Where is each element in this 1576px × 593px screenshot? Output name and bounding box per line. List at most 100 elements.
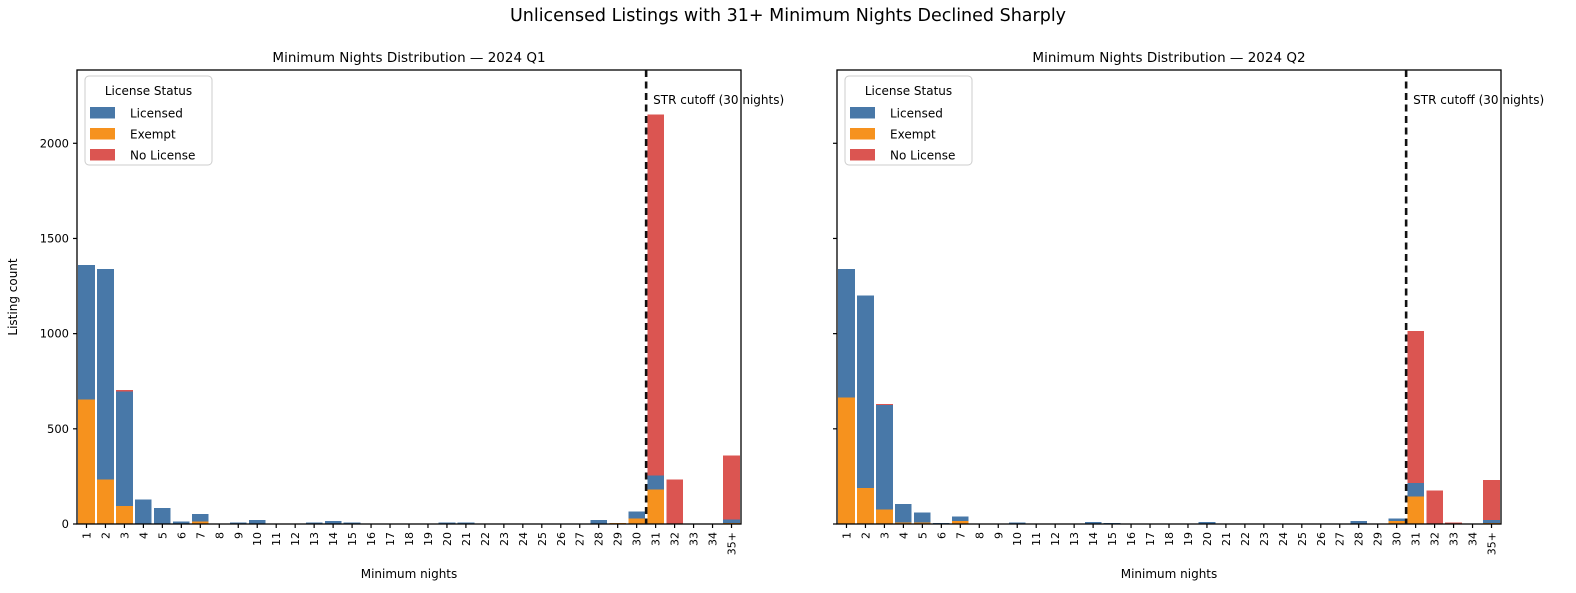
x-tick-label: 26 <box>1315 532 1328 546</box>
bar-segment-licensed <box>876 405 893 510</box>
bar-segment-licensed <box>324 521 342 524</box>
x-tick-label: 35+ <box>1486 532 1499 555</box>
bar-segment-licensed <box>1483 520 1500 524</box>
x-tick-label: 19 <box>422 532 435 546</box>
x-tick-label: 16 <box>1125 532 1138 546</box>
x-tick-label: 25 <box>536 532 549 546</box>
x-tick-label: 10 <box>1011 532 1024 546</box>
bar-segment-licensed <box>951 516 969 522</box>
x-tick-label: 29 <box>1372 532 1385 546</box>
bar-segment-licensed <box>723 519 740 524</box>
legend-label: Licensed <box>890 107 943 121</box>
x-tick-label: 9 <box>232 532 245 539</box>
x-tick-label: 3 <box>118 532 131 539</box>
x-tick-label: 34 <box>1467 532 1480 546</box>
x-tick-label: 5 <box>916 532 929 539</box>
bar-segment-exempt <box>895 522 912 524</box>
x-tick-label: 20 <box>441 532 454 546</box>
bar-segment-licensed <box>191 513 209 522</box>
x-tick-label: 15 <box>1106 532 1119 546</box>
bar-segment-licensed <box>838 268 855 398</box>
x-tick-label: 27 <box>574 532 587 546</box>
cutoff-annotation: STR cutoff (30 nights) <box>1413 93 1544 107</box>
x-tick-label: 32 <box>669 532 682 546</box>
legend-label: Licensed <box>130 107 183 121</box>
x-tick-label: 15 <box>346 532 359 546</box>
cutoff-annotation: STR cutoff (30 nights) <box>653 93 784 107</box>
bar-segment-licensed <box>914 512 931 523</box>
x-tick-label: 25 <box>1296 532 1309 546</box>
x-tick-label: 5 <box>156 532 169 539</box>
legend-swatch-no-license <box>850 149 875 161</box>
bar-segment-no-license <box>876 404 893 406</box>
legend-swatch-exempt <box>850 128 875 140</box>
x-tick-label: 16 <box>365 532 378 546</box>
x-tick-label: 14 <box>327 532 340 546</box>
bar-segment-exempt <box>838 397 855 524</box>
x-tick-label: 9 <box>992 532 1005 539</box>
x-tick-label: 14 <box>1087 532 1100 546</box>
bar-segment-licensed <box>154 507 171 524</box>
legend-label: Exempt <box>890 128 936 142</box>
bar-segment-licensed <box>457 522 475 524</box>
x-tick-label: 6 <box>175 532 188 539</box>
legend: License Status Licensed Exempt No License <box>844 75 973 166</box>
x-tick-label: 22 <box>1239 532 1252 546</box>
x-tick-label: 21 <box>460 532 473 546</box>
x-tick-label: 13 <box>308 532 321 546</box>
x-tick-label: 26 <box>555 532 568 546</box>
bar-segment-licensed <box>590 520 608 524</box>
bar-segment-licensed <box>1388 518 1405 522</box>
bar-segment-licensed <box>135 499 152 524</box>
bar-segment-licensed <box>647 475 664 490</box>
bar-segment-exempt <box>647 489 664 524</box>
x-tick-label: 34 <box>707 532 720 546</box>
x-tick-label: 4 <box>897 532 910 539</box>
bar-segment-exempt <box>97 479 114 524</box>
x-tick-label: 18 <box>1163 532 1176 546</box>
x-tick-label: 12 <box>1049 532 1062 546</box>
legend-label: Exempt <box>130 128 176 142</box>
x-tick-label: 29 <box>612 532 625 546</box>
x-tick-label: 28 <box>1353 532 1366 546</box>
legend-swatch-licensed <box>90 107 115 119</box>
bar-segment-licensed <box>857 295 874 488</box>
bar-segment-exempt <box>951 521 969 524</box>
x-tick-label: 3 <box>878 532 891 539</box>
bar-segment-no-license <box>1407 330 1424 484</box>
bar-segment-licensed <box>895 503 912 523</box>
x-tick-label: 4 <box>137 532 150 539</box>
x-tick-label: 23 <box>498 532 511 546</box>
bar-segment-licensed <box>229 522 247 524</box>
legend-swatch-licensed <box>850 107 875 119</box>
bar-segment-licensed <box>628 511 645 519</box>
x-tick-label: 24 <box>517 532 530 546</box>
x-tick-label: 8 <box>213 532 226 539</box>
bar-segment-licensed <box>248 519 266 524</box>
x-tick-label: 23 <box>1258 532 1271 546</box>
bar-segment-licensed <box>343 522 361 524</box>
bar-segment-licensed <box>116 391 133 506</box>
x-tick-label: 1 <box>840 532 853 539</box>
bar-segment-exempt <box>628 518 645 524</box>
y-tick-label: 500 <box>47 422 69 436</box>
bar-segment-exempt <box>914 522 931 524</box>
bar-segment-exempt <box>78 399 95 524</box>
bar-segment-exempt <box>116 505 133 524</box>
x-tick-label: 31 <box>1410 532 1423 546</box>
bar-segment-exempt <box>876 509 893 524</box>
x-tick-label: 11 <box>270 532 283 546</box>
bar-segment-no-license <box>723 455 740 520</box>
bar-segment-exempt <box>1407 496 1424 524</box>
bar-segment-licensed <box>78 265 95 400</box>
legend: License Status Licensed Exempt No License <box>84 75 213 166</box>
y-tick-label: 1000 <box>40 327 69 341</box>
subplot-title: Minimum Nights Distribution — 2024 Q1 <box>272 50 545 66</box>
x-tick-label: 21 <box>1220 532 1233 546</box>
legend-box <box>844 75 973 166</box>
x-tick-label: 2 <box>99 532 112 539</box>
x-tick-label: 32 <box>1429 532 1442 546</box>
bar-segment-exempt <box>1388 521 1405 524</box>
